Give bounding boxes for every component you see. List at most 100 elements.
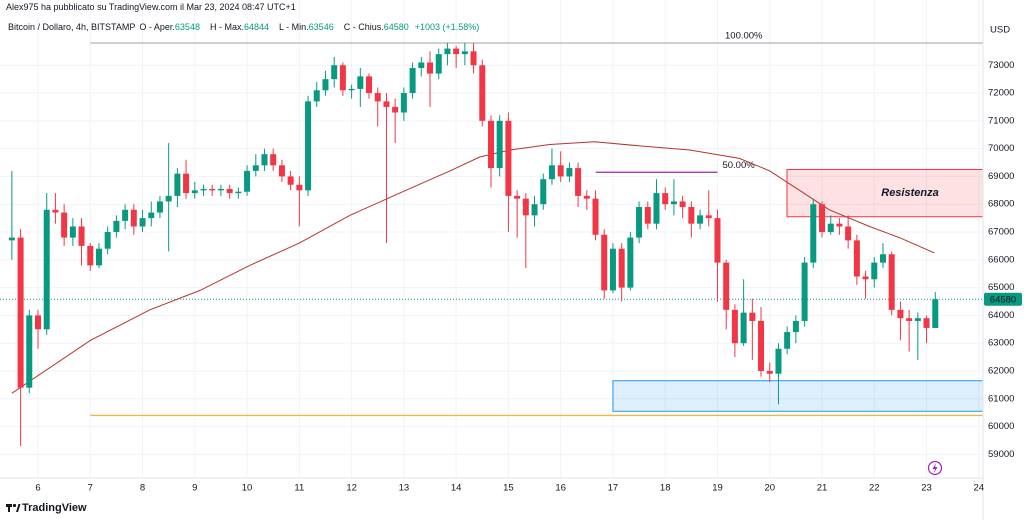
drawings: 100.00% 50.00% Resistenza — [0, 31, 984, 417]
candle-body — [470, 51, 477, 66]
candle-body — [34, 315, 41, 330]
candle-body — [461, 51, 468, 55]
currency: USD — [990, 25, 1010, 36]
y-tick-label: 71000 — [988, 115, 1014, 126]
candle-body — [453, 48, 460, 55]
candle-body — [217, 188, 224, 191]
candle-body — [488, 120, 495, 169]
x-tick-label: 20 — [764, 483, 775, 494]
candle-body — [313, 90, 320, 102]
candle-body — [496, 120, 503, 169]
x-tick-label: 6 — [35, 483, 40, 494]
candle-body — [592, 198, 599, 235]
x-tick-label: 22 — [869, 483, 880, 494]
candle-body — [697, 215, 704, 224]
candle-body — [366, 76, 373, 94]
candle-body — [331, 65, 338, 80]
logo — [6, 503, 21, 512]
y-tick-label: 60000 — [988, 421, 1014, 432]
y-tick-label: 66000 — [988, 254, 1014, 265]
candle-body — [78, 226, 85, 246]
candle-body — [836, 223, 843, 227]
candle-body — [427, 62, 434, 74]
candle-body — [104, 232, 111, 249]
ohlc-label: H - Max. — [209, 22, 244, 32]
last-price-label: 64580 — [990, 294, 1016, 305]
ohlc-value: 64844 — [243, 22, 269, 32]
candle-body — [8, 237, 15, 241]
candle-body — [357, 76, 364, 89]
candle-body — [226, 188, 233, 194]
candle-body — [888, 254, 895, 310]
candle-body — [714, 218, 721, 263]
alert-icon — [927, 460, 943, 476]
candle-body — [679, 201, 686, 208]
y-tick-label: 63000 — [988, 338, 1014, 349]
candle-body — [923, 318, 930, 328]
candle-body — [880, 254, 887, 263]
candle-body — [801, 262, 808, 321]
x-tick-label: 12 — [346, 483, 357, 494]
candle-body — [792, 320, 799, 333]
y-tick-label: 64000 — [988, 310, 1014, 321]
candle-body — [270, 154, 277, 166]
level-label: 50.00% — [722, 160, 755, 171]
candle-body — [758, 320, 765, 371]
candle-body — [583, 195, 590, 199]
last-price-tag — [984, 292, 1022, 306]
candle-body — [69, 226, 76, 238]
moving-average — [11, 141, 935, 394]
y-tick-label: 68000 — [988, 199, 1014, 210]
x-tick-label: 11 — [294, 483, 304, 494]
change: +1003 (+1.58%) — [414, 22, 480, 32]
candle-body — [26, 315, 33, 388]
candle-body — [853, 240, 860, 277]
marks — [8, 43, 939, 447]
x-tick-label: 17 — [608, 483, 619, 494]
y-tick-label: 61000 — [988, 393, 1014, 404]
candle-body — [653, 193, 660, 224]
candle-body — [61, 212, 68, 238]
candle-body — [914, 318, 921, 321]
candle-body — [374, 93, 381, 102]
x-tick-label: 21 — [817, 483, 828, 494]
candle-body — [409, 68, 416, 94]
candle-body — [705, 215, 712, 219]
y-tick-label: 62000 — [988, 366, 1014, 377]
y-tick-label: 72000 — [988, 88, 1014, 99]
x-tick-label: 8 — [140, 483, 145, 494]
candle-body — [148, 212, 155, 219]
candle-body — [514, 195, 521, 199]
candle-body — [383, 101, 390, 107]
candle-body — [845, 226, 852, 241]
candle-body — [322, 79, 329, 91]
candle-body — [644, 207, 651, 224]
candle-body — [339, 65, 346, 91]
candle-body — [609, 248, 616, 291]
candle-body — [296, 184, 303, 191]
zone-label: Resistenza — [881, 187, 938, 199]
candle-body — [174, 173, 181, 196]
x-tick-label: 9 — [192, 483, 197, 494]
x-tick-label: 18 — [660, 483, 671, 494]
candle-body — [810, 204, 817, 263]
candle-body — [444, 48, 451, 55]
candle-body — [932, 299, 939, 328]
x-tick-label: 24 — [974, 483, 985, 494]
x-tick-label: 10 — [242, 483, 253, 494]
candle-body — [392, 106, 399, 113]
candle-body — [479, 65, 486, 121]
candle-body — [723, 262, 730, 310]
candle-body — [662, 193, 669, 205]
candle-body — [819, 204, 826, 233]
x-tick-label: 19 — [712, 483, 723, 494]
candle-body — [52, 209, 59, 213]
candle-body — [261, 154, 268, 166]
y-tick-label: 65000 — [988, 282, 1014, 293]
candle-body — [688, 207, 695, 224]
candle-body — [618, 248, 625, 288]
candle-body — [165, 195, 172, 202]
candle-body — [252, 165, 259, 171]
